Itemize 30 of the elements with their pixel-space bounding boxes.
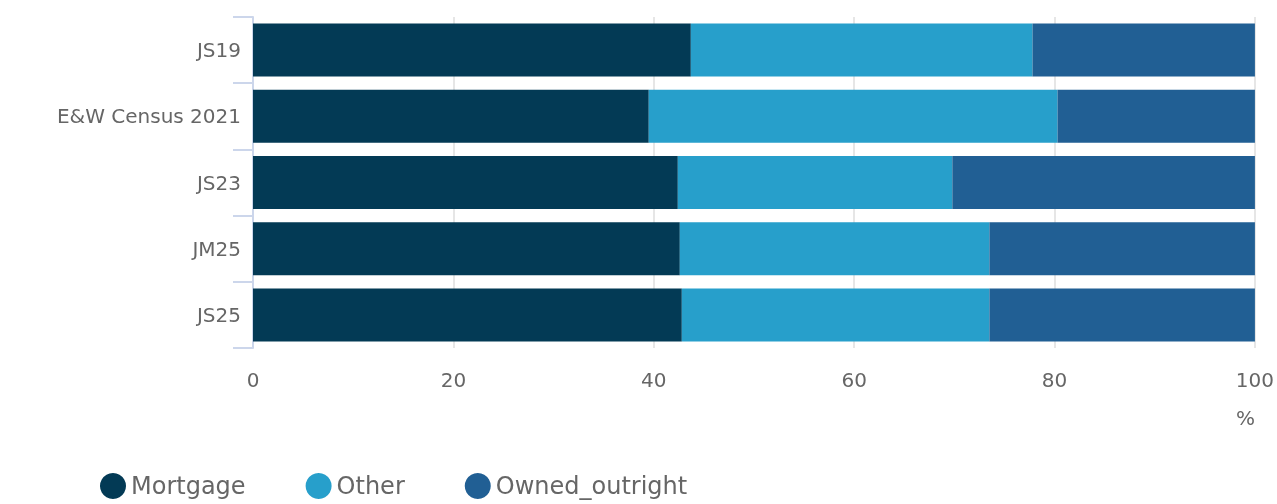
bar <box>677 156 953 209</box>
x-axis-title: % <box>1235 406 1255 430</box>
bar <box>679 222 990 276</box>
x-tick-label: 100 <box>1235 368 1275 392</box>
y-tick-label: JS25 <box>194 302 241 327</box>
x-tick-label: 40 <box>641 368 667 392</box>
y-tick-label: JM25 <box>190 236 241 261</box>
legend-label: Owned_outright <box>495 472 688 500</box>
bar <box>253 89 649 143</box>
bar <box>952 156 1255 209</box>
y-tick-label: E&W Census 2021 <box>56 104 241 129</box>
x-tick-label: 20 <box>440 368 467 392</box>
bar <box>253 23 691 77</box>
bar <box>1057 89 1255 143</box>
bar <box>253 222 680 276</box>
bar <box>690 23 1033 77</box>
bar <box>681 288 990 342</box>
bar <box>1032 23 1255 77</box>
legend-label: Other <box>336 472 405 500</box>
bar <box>648 89 1058 143</box>
x-tick-label: 80 <box>1041 368 1068 392</box>
bar <box>989 288 1255 342</box>
x-tick-label: 0 <box>246 368 260 392</box>
bar <box>253 288 682 342</box>
bar <box>989 222 1255 276</box>
legend-label: Mortgage <box>131 472 246 500</box>
bar <box>253 156 678 209</box>
y-tick-label: JS23 <box>194 170 241 195</box>
x-tick-label: 60 <box>841 368 867 392</box>
y-tick-label: JS19 <box>194 38 241 63</box>
